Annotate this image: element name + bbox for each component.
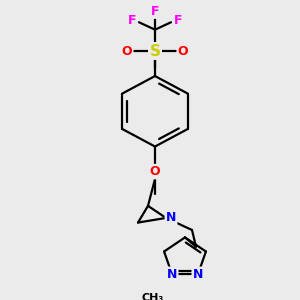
Text: F: F [128, 14, 136, 27]
Text: F: F [151, 4, 159, 18]
Text: CH₃: CH₃ [142, 293, 164, 300]
Text: O: O [122, 44, 132, 58]
Text: O: O [150, 165, 160, 178]
Text: S: S [149, 44, 161, 59]
Text: O: O [178, 44, 188, 58]
Text: N: N [167, 268, 177, 281]
Text: F: F [174, 14, 182, 27]
Text: N: N [166, 212, 176, 224]
Text: N: N [193, 268, 203, 281]
